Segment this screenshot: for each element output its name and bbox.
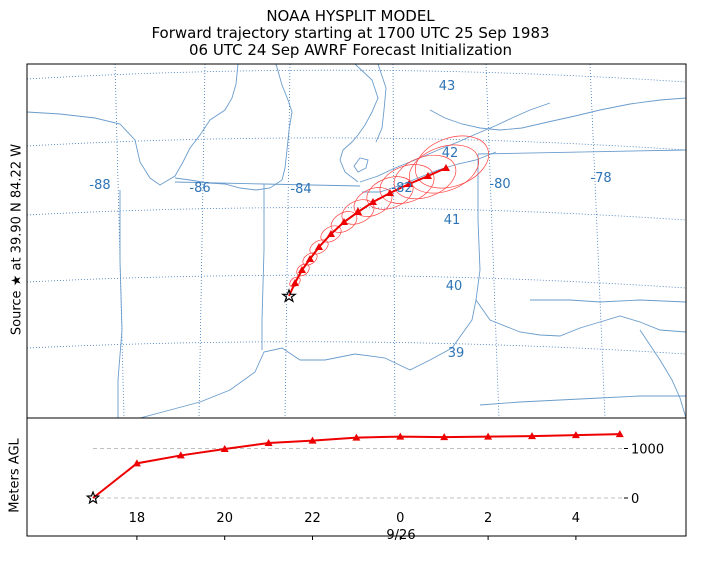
parallel-42 xyxy=(27,137,686,151)
height-point-00 xyxy=(396,432,405,440)
trajectory-marker-8 xyxy=(369,198,377,205)
lon-label-80: -80 xyxy=(489,177,510,192)
x-tick-label-2: 2 xyxy=(484,511,492,526)
lake-huron-shore xyxy=(375,64,387,143)
mi-in-oh-border xyxy=(174,181,361,187)
oh-pa-border xyxy=(475,154,481,301)
height-y-ticks: 1000 0 xyxy=(624,443,664,507)
lake-erie-shore xyxy=(359,102,551,183)
height-point-23 xyxy=(352,433,361,441)
x-tick-label-22: 22 xyxy=(304,511,321,526)
lake-st-clair xyxy=(353,157,369,173)
height-point-20 xyxy=(220,444,229,452)
pa-ny-border xyxy=(477,149,686,155)
source-star-icon xyxy=(280,288,298,303)
md-border xyxy=(530,299,686,303)
x-tick-label-0: 0 xyxy=(396,511,404,526)
lat-label-42: 42 xyxy=(442,146,459,161)
height-point-05 xyxy=(615,430,624,438)
parallel-40 xyxy=(27,274,686,289)
trajectory-marker-5 xyxy=(327,230,335,237)
lat-label-39: 39 xyxy=(448,346,465,361)
michigan-thumb xyxy=(339,64,379,183)
trajectory-marker-2 xyxy=(298,266,306,273)
lat-label-40: 40 xyxy=(446,279,463,294)
lon-label-78: -78 xyxy=(590,171,611,186)
map-panel: -88 -86 -84 -82 -80 -78 43 42 41 40 39 xyxy=(26,63,687,419)
lake-michigan-east-shore xyxy=(174,64,293,191)
map-frame xyxy=(26,63,687,419)
x-tick-label-18: 18 xyxy=(129,511,146,526)
trajectory-marker-7 xyxy=(354,207,362,215)
meridian-78 xyxy=(589,64,606,418)
height-frame xyxy=(26,417,687,537)
y-tick-label-0: 0 xyxy=(631,492,639,507)
lat-label-43: 43 xyxy=(439,79,456,94)
meridian-88 xyxy=(114,64,125,418)
graticule xyxy=(27,64,686,418)
lon-label-82: -82 xyxy=(391,181,412,196)
height-series xyxy=(85,430,624,505)
meridian-82 xyxy=(392,64,396,418)
trajectory-marker-6 xyxy=(340,218,348,225)
meridian-84 xyxy=(284,64,291,418)
ky-tn-south xyxy=(479,395,686,406)
height-point-03 xyxy=(528,432,536,440)
il-in-border xyxy=(117,190,123,418)
trajectory-marker-11 xyxy=(424,172,432,179)
height-point-21 xyxy=(264,439,273,447)
trajectory-markers xyxy=(291,164,450,286)
trajectory-marker-9 xyxy=(386,189,394,196)
title-line-3: 06 UTC 24 Sep AWRF Forecast Initializati… xyxy=(188,41,513,59)
height-point-22 xyxy=(308,436,317,444)
trajectory-marker-10 xyxy=(405,180,413,187)
height-point-18 xyxy=(132,459,141,467)
trajectory-marker-1 xyxy=(291,279,299,286)
wv-va-border xyxy=(475,299,686,337)
parallel-39 xyxy=(27,341,686,355)
height-x-label: 9/26 xyxy=(386,528,415,543)
height-panel: 1000 0 18 20 22 0 2 4 9/26 xyxy=(26,417,687,543)
lon-label-88: -88 xyxy=(89,178,110,193)
ohio-river xyxy=(139,299,477,418)
title-line-1: NOAA HYSPLIT MODEL xyxy=(266,7,435,25)
height-x-ticks: 18 20 22 0 2 4 xyxy=(129,511,580,540)
height-source-star-icon xyxy=(85,490,101,505)
boundaries xyxy=(27,64,686,418)
height-point-19 xyxy=(176,451,185,459)
lon-label-86: -86 xyxy=(189,181,210,196)
in-oh-border xyxy=(261,184,265,350)
y-tick-label-1000: 1000 xyxy=(631,443,664,458)
lake-michigan-shore xyxy=(27,64,239,186)
lat-label-41: 41 xyxy=(444,213,461,228)
trajectory-marker-12 xyxy=(442,164,450,171)
x-tick-label-4: 4 xyxy=(572,511,580,526)
trajectory-path xyxy=(280,164,450,303)
height-point-02 xyxy=(484,432,493,440)
x-tick-label-20: 20 xyxy=(216,511,233,526)
title-line-2: Forward trajectory starting at 1700 UTC … xyxy=(151,24,550,42)
height-point-04 xyxy=(571,431,580,439)
trajectory-marker-3 xyxy=(306,255,314,262)
parallel-43 xyxy=(27,69,686,83)
ontario-shore xyxy=(429,97,686,131)
meridian-86 xyxy=(198,64,206,418)
trajectory-line xyxy=(288,167,447,297)
trajectory-ellipses xyxy=(289,135,489,288)
meridian-80 xyxy=(485,64,500,418)
lon-label-84: -84 xyxy=(290,182,311,197)
height-gridlines xyxy=(93,448,624,499)
grid-labels: -88 -86 -84 -82 -80 -78 43 42 41 40 39 xyxy=(89,79,611,361)
height-point-01 xyxy=(440,433,449,441)
height-line xyxy=(92,433,620,499)
trajectory-marker-4 xyxy=(315,243,323,250)
va-east xyxy=(639,329,686,418)
